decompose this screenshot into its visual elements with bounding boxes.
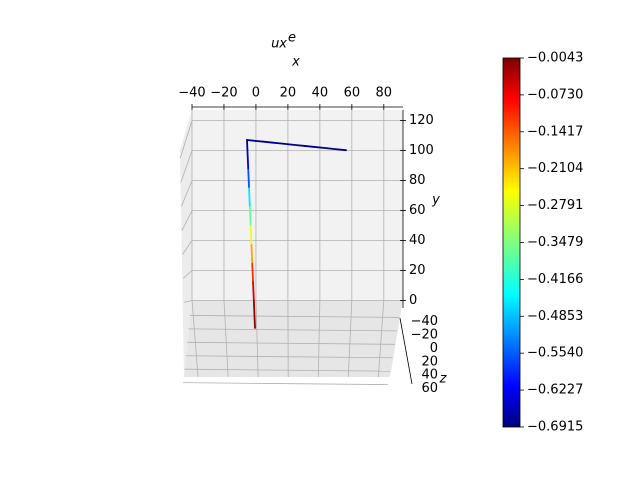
z-tick-label: 20 xyxy=(421,354,438,369)
grid-line xyxy=(188,328,398,332)
z-tick-label: −20 xyxy=(411,327,438,342)
grid-line xyxy=(185,355,393,359)
y-tick-label: 80 xyxy=(409,173,426,188)
line-segment xyxy=(303,145,323,149)
colorbar-tick-label: −0.2104 xyxy=(527,161,583,176)
z-tick-label: −40 xyxy=(411,314,438,329)
line-segment xyxy=(250,242,254,264)
line-segment xyxy=(320,146,339,151)
grid-line xyxy=(184,368,391,372)
colorbar-tick-label: −0.3479 xyxy=(527,235,583,250)
colorbar xyxy=(502,57,521,428)
line-segment xyxy=(254,139,273,144)
y-tick-label: 20 xyxy=(409,263,426,278)
grid-line xyxy=(179,120,193,159)
x-tick-label: 60 xyxy=(344,86,361,101)
line-segment xyxy=(251,261,254,282)
z-label: z xyxy=(439,372,448,387)
grid-line xyxy=(187,341,395,345)
line-segment xyxy=(252,280,255,301)
grid-line xyxy=(182,270,193,279)
line-segment xyxy=(287,143,306,147)
colorbar-tick-label: −0.5540 xyxy=(527,346,583,361)
line-segment xyxy=(246,138,257,151)
colorbar-tick-label: −0.0730 xyxy=(527,87,583,102)
grid-line xyxy=(181,180,193,207)
back-pane xyxy=(192,110,403,300)
x-tick-label: −40 xyxy=(178,86,205,101)
grid-line xyxy=(347,299,353,378)
line-segment xyxy=(248,186,251,207)
grid-line xyxy=(317,299,321,378)
x-tick-label: −20 xyxy=(210,86,237,101)
colorbar-tick-label: −0.2791 xyxy=(527,198,583,213)
line-segment xyxy=(270,141,290,146)
y-tick-label: 120 xyxy=(409,113,434,128)
line xyxy=(246,138,347,329)
x-tick-label: 0 xyxy=(252,86,260,101)
line-segment xyxy=(247,167,250,188)
grid-line xyxy=(183,300,193,303)
grid-line xyxy=(180,150,193,183)
y-tick-label: 100 xyxy=(409,143,434,158)
colorbar-tick-label: −0.4166 xyxy=(527,272,583,287)
colorbar-tick-label: −0.1417 xyxy=(527,124,583,139)
z-tick-label: 0 xyxy=(430,341,438,356)
grid xyxy=(179,110,403,386)
colorbar-tick-label: −0.6915 xyxy=(527,420,583,435)
y-tick-label: 0 xyxy=(409,293,417,308)
z-tick-label: 60 xyxy=(421,381,438,396)
grid-line xyxy=(181,210,193,231)
grid-line xyxy=(223,299,229,378)
line-segment xyxy=(336,148,347,152)
x-tick-label: 40 xyxy=(312,86,329,101)
x-label: x xyxy=(291,55,300,70)
y-tick-label: 60 xyxy=(409,203,426,218)
grid-line xyxy=(255,299,259,378)
x-tick-label: 80 xyxy=(376,86,393,101)
grid-line xyxy=(189,315,400,318)
title-superscript: e xyxy=(288,31,296,46)
grid-line xyxy=(183,382,388,386)
z-axis xyxy=(399,317,413,385)
line-segment xyxy=(249,223,253,245)
line-segment xyxy=(246,148,250,170)
y-label: y xyxy=(431,193,440,208)
grid-line xyxy=(377,299,385,378)
line-segment xyxy=(252,298,256,320)
x-tick-label: 20 xyxy=(280,86,297,101)
y-tick-label: 40 xyxy=(409,233,426,248)
z-tick-label: 40 xyxy=(421,368,438,383)
grid-line xyxy=(182,240,193,255)
colorbar-tick-label: −0.0043 xyxy=(527,51,583,66)
grid-line xyxy=(191,299,199,378)
floor-pane xyxy=(184,300,403,377)
colorbar-tick-label: −0.6227 xyxy=(527,383,583,398)
title: ux xyxy=(271,37,287,52)
colorbar-tick-label: −0.4853 xyxy=(527,309,583,324)
line-segment xyxy=(248,204,252,226)
